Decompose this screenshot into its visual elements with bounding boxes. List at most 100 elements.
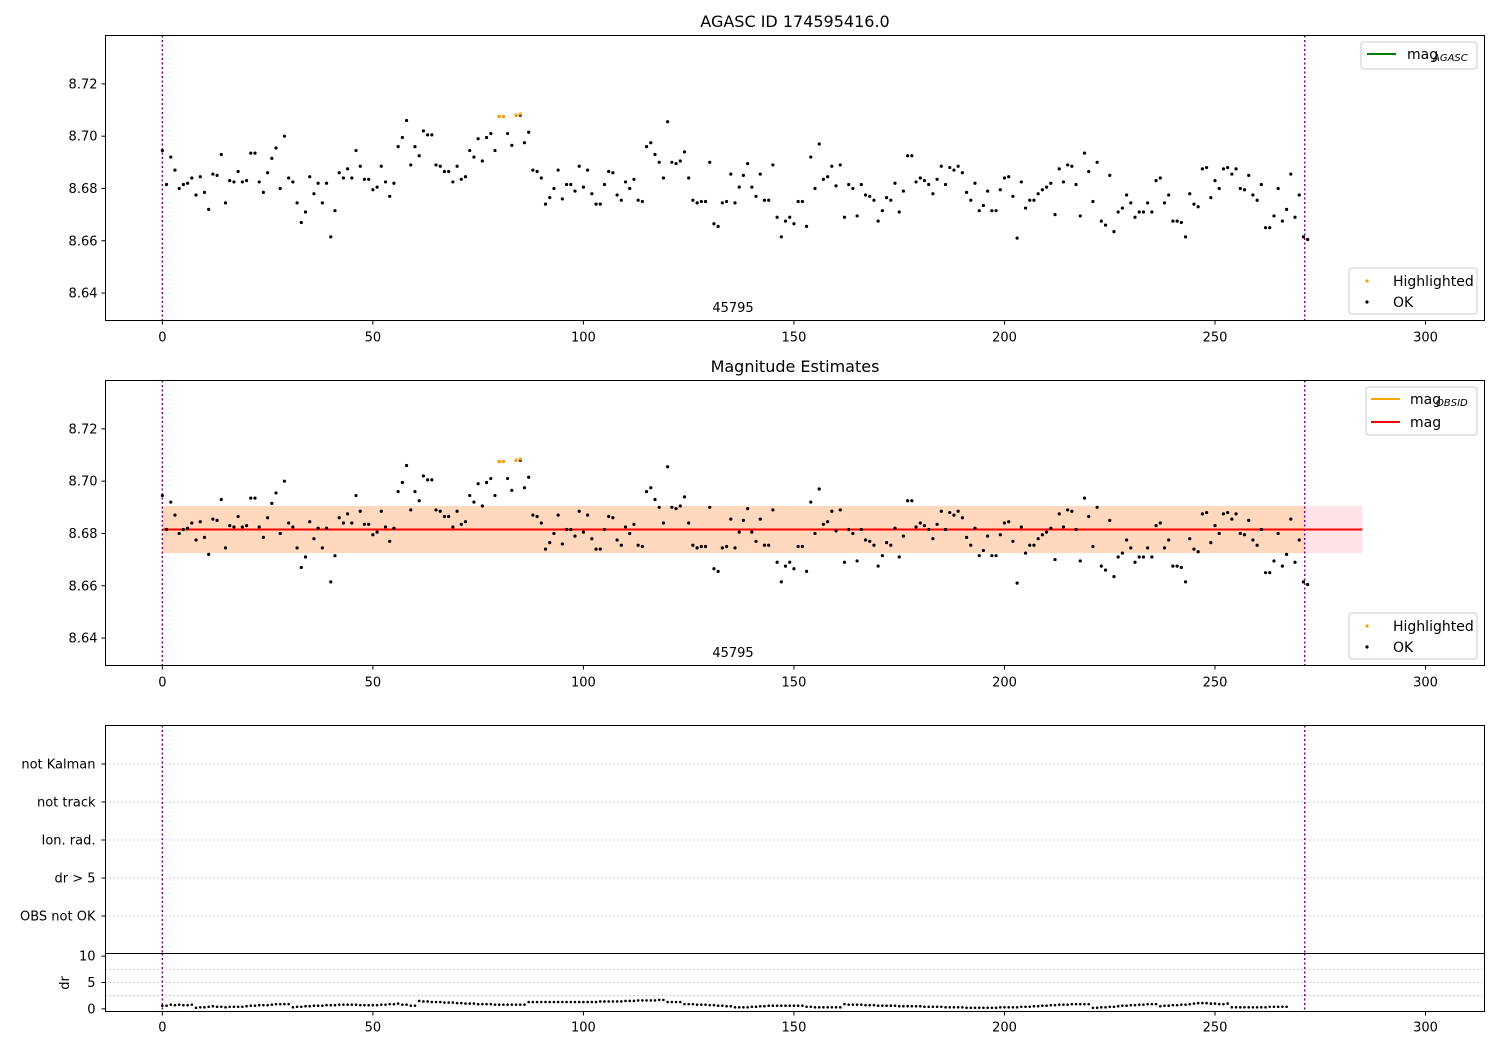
data-point-ok	[804, 224, 809, 228]
data-point-ok	[1032, 543, 1036, 547]
data-point-ok	[316, 526, 320, 530]
dr-data-point	[186, 1003, 189, 1007]
dr-data-point	[1142, 1003, 1145, 1006]
dr-data-point	[615, 1000, 619, 1003]
y-tick-label: 8.64	[69, 287, 98, 302]
dr-data-point	[990, 1006, 994, 1010]
legend-label-sub: OBSID	[1436, 398, 1468, 409]
data-point-ok	[771, 163, 775, 167]
data-point-ok	[943, 182, 948, 187]
dr-data-point	[556, 1000, 560, 1004]
data-point-ok	[729, 172, 733, 176]
dr-data-point	[594, 1000, 598, 1004]
data-point-ok	[1226, 165, 1230, 170]
dr-data-point	[948, 1005, 952, 1009]
data-point-ok	[228, 179, 232, 183]
data-point-ok	[1007, 520, 1011, 524]
legend-marker-highlighted	[1365, 624, 1369, 628]
data-point-ok	[813, 186, 817, 191]
dr-data-point	[830, 1005, 834, 1009]
data-point-ok	[569, 527, 573, 532]
dr-data-point	[834, 1005, 838, 1009]
data-point-ok	[1259, 527, 1263, 532]
dr-data-point	[1175, 1003, 1179, 1007]
data-point-ok	[632, 177, 636, 181]
data-point-ok	[350, 176, 354, 180]
data-point-ok	[1167, 538, 1171, 542]
dr-data-point	[451, 1001, 455, 1004]
data-point-ok	[426, 478, 430, 482]
data-point-ok	[670, 160, 674, 164]
data-point-ok	[817, 487, 821, 491]
data-point-ok	[986, 189, 990, 193]
data-point-ok	[746, 162, 750, 166]
dr-data-point	[531, 1000, 535, 1004]
dr-data-point	[577, 1000, 581, 1004]
y-axis-label-dr: dr	[58, 976, 73, 990]
data-point-ok	[164, 527, 169, 532]
dr-data-point	[678, 1000, 682, 1004]
data-point-ok	[990, 554, 994, 558]
data-point-ok	[998, 533, 1002, 537]
y-tick-label: 8.70	[69, 130, 98, 145]
legend-label-ok: OK	[1393, 295, 1414, 311]
dr-data-point	[1268, 1005, 1272, 1009]
data-point-ok	[434, 163, 438, 167]
data-point-ok	[1234, 167, 1238, 171]
x-tick-label: 0	[158, 331, 166, 346]
data-point-highlighted	[501, 459, 506, 464]
data-point-ok	[893, 526, 897, 530]
dr-data-point	[653, 999, 657, 1002]
data-point-ok	[1057, 167, 1061, 171]
dr-data-point	[443, 1001, 446, 1004]
dr-data-point	[1053, 1003, 1057, 1007]
legend-lines: mag OBSID mag	[1365, 386, 1478, 436]
data-point-ok	[329, 580, 333, 584]
dr-data-point	[1104, 1005, 1107, 1009]
data-point-ok	[1066, 163, 1070, 167]
data-point-ok	[821, 177, 826, 181]
y-tick-label: 8.68	[69, 527, 98, 542]
data-point-ok	[931, 537, 935, 541]
data-point-ok	[674, 507, 678, 511]
dr-data-point	[1100, 1005, 1103, 1009]
data-point-ok	[1293, 560, 1297, 564]
data-point-ok	[1293, 215, 1297, 219]
data-point-ok	[463, 175, 468, 179]
dr-data-point	[207, 1005, 210, 1009]
dr-data-point	[1192, 1002, 1196, 1005]
data-point-ok	[973, 526, 977, 530]
data-point-ok	[560, 542, 564, 546]
y-tick-label: 0	[87, 1002, 95, 1017]
dr-data-point	[169, 1003, 173, 1006]
data-point-ok	[906, 499, 910, 503]
data-point-ok	[632, 522, 636, 526]
obsid-label: 45795	[712, 646, 753, 661]
data-point-ok	[522, 486, 527, 490]
data-point-ok	[800, 199, 804, 204]
data-point-ok	[354, 493, 358, 498]
dr-data-point	[628, 999, 632, 1003]
data-point-ok	[468, 493, 472, 498]
data-point-ok	[270, 156, 274, 160]
data-point-ok	[202, 190, 207, 194]
data-point-ok	[358, 164, 362, 168]
data-point-ok	[746, 507, 750, 511]
data-point-ok	[602, 527, 607, 532]
data-point-ok	[396, 490, 400, 494]
dr-data-point	[1251, 1005, 1255, 1009]
data-point-ok	[682, 495, 687, 499]
data-point-ok	[619, 198, 623, 202]
flag-category-label: not track	[37, 796, 96, 811]
data-point-ok	[1251, 538, 1255, 542]
data-point-ok	[880, 209, 884, 213]
dr-data-point	[1217, 1002, 1221, 1006]
data-point-ok	[586, 168, 590, 172]
data-point-ok	[1188, 537, 1192, 541]
data-point-ok	[884, 541, 889, 545]
dr-data-point	[485, 1002, 488, 1006]
data-point-ok	[556, 168, 560, 172]
data-point-ok	[455, 164, 459, 168]
legend-box	[1360, 41, 1478, 70]
